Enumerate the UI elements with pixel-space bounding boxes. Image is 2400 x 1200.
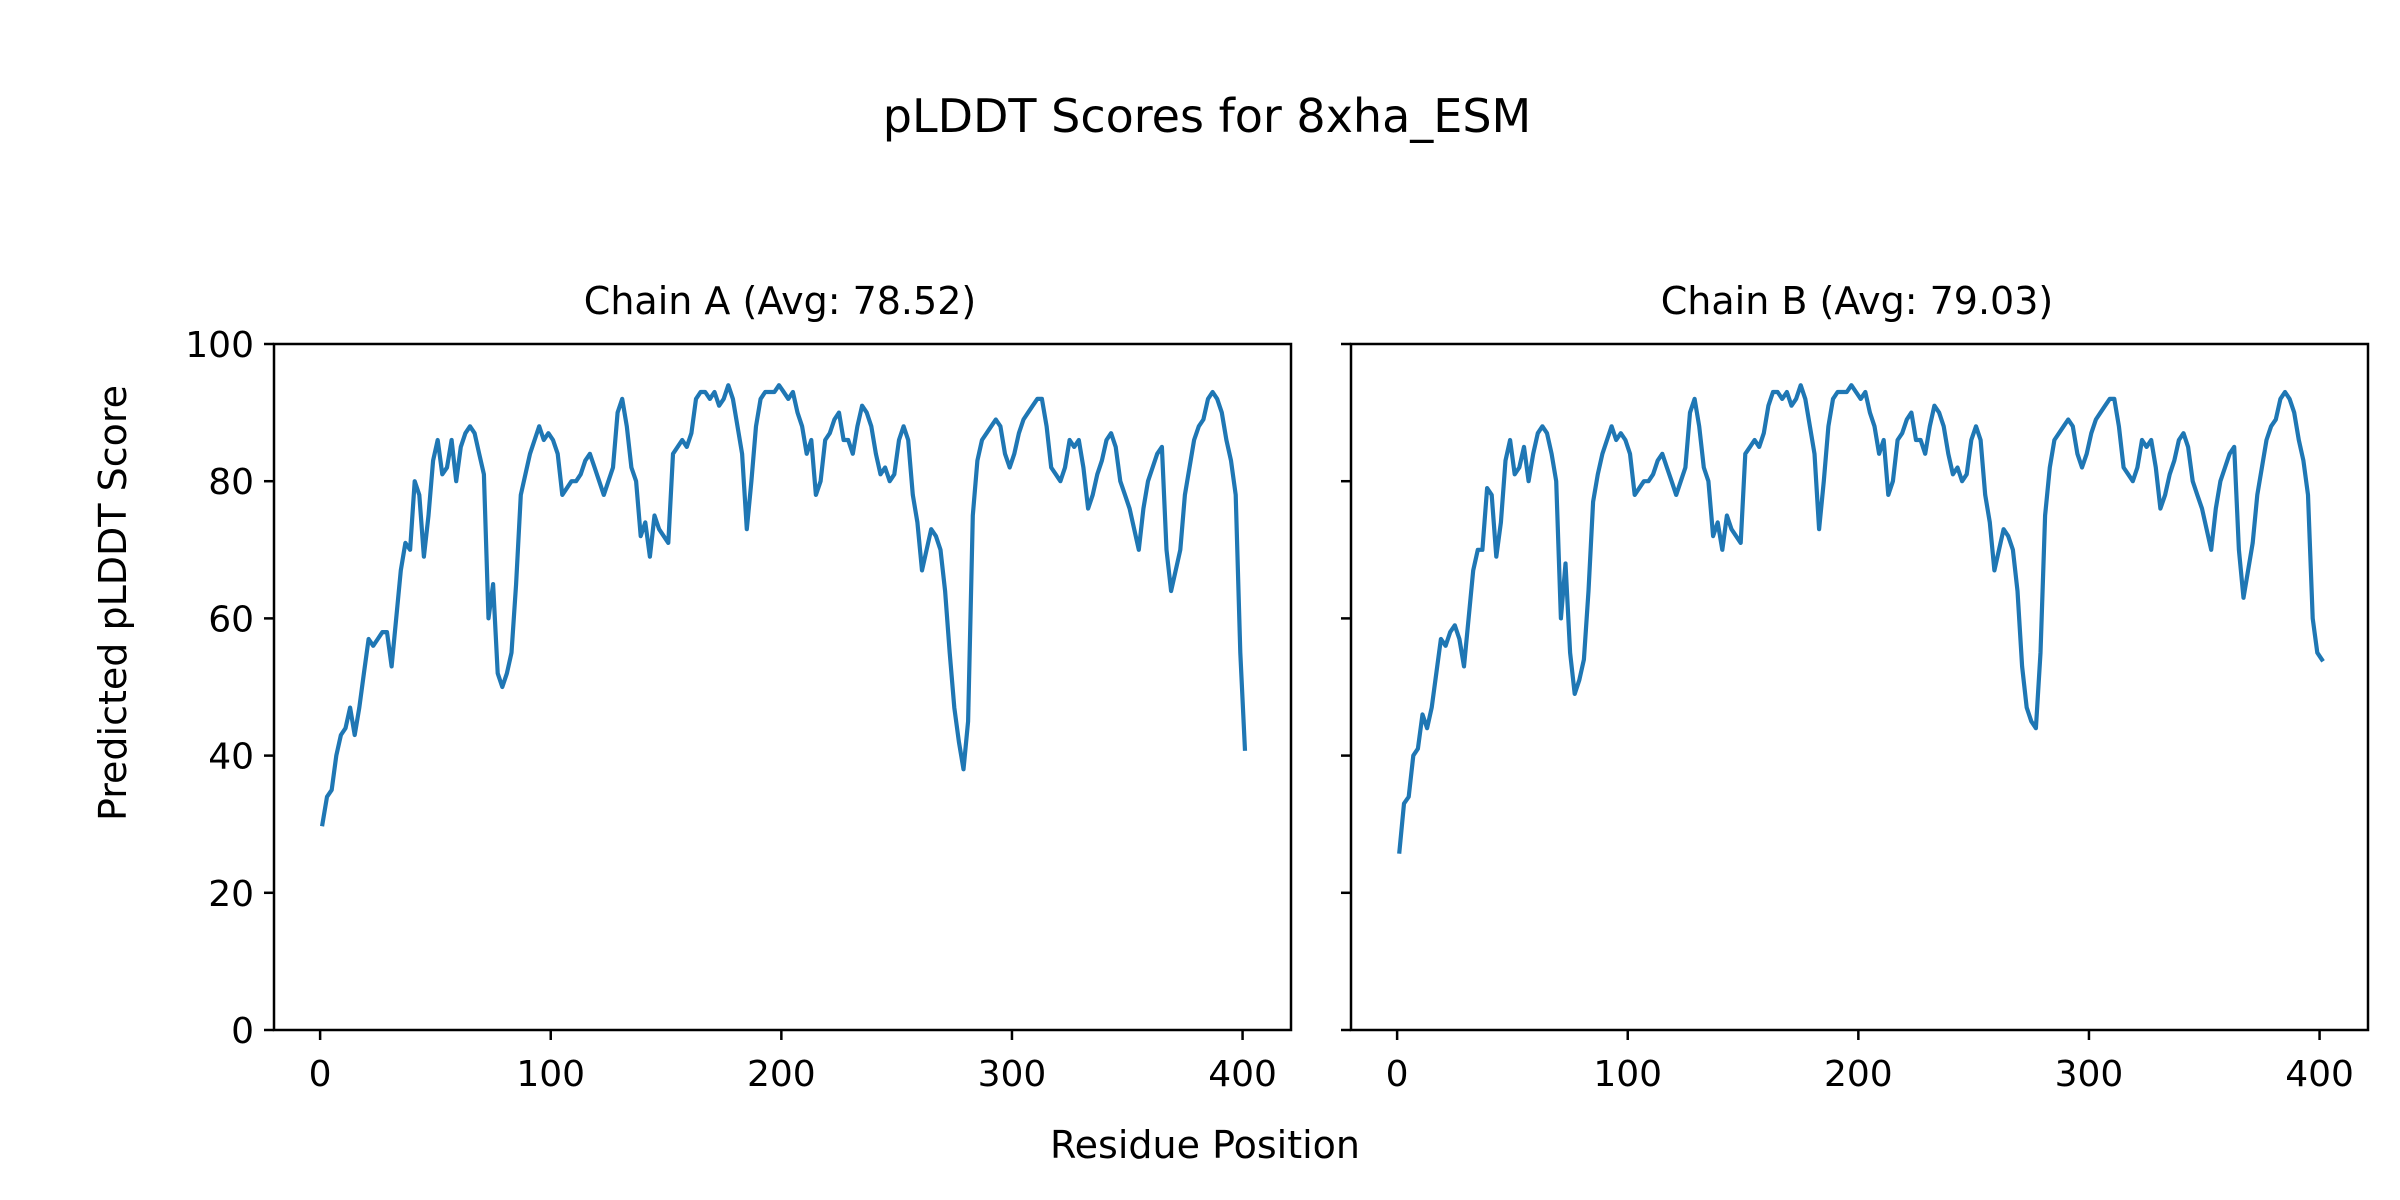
- x-tick-label-b-400: 400: [2285, 1054, 2354, 1095]
- x-tick-label-a-400: 400: [1208, 1054, 1277, 1095]
- x-tick-label-b-100: 100: [1593, 1054, 1662, 1095]
- y-tick-label-40: 40: [208, 737, 254, 778]
- plddt-line-chain-a: [319, 383, 1248, 827]
- x-tick-label-a-100: 100: [516, 1054, 585, 1095]
- x-tick-label-b-300: 300: [2055, 1054, 2124, 1095]
- tick-group-chain-a: 0 100 200 300 400 0 20 40 60 80 100: [185, 325, 1277, 1095]
- axes-frame-chain-a: [272, 342, 1293, 1032]
- panel-title-chain-a: Chain A (Avg: 78.52): [584, 279, 976, 323]
- x-tick-label-a-200: 200: [747, 1054, 816, 1095]
- panel-chain-a: Chain A (Avg: 78.52) 0 100 200 300 400 0 20 40 6…: [185, 279, 1293, 1095]
- x-tick-label-b-200: 200: [1824, 1054, 1893, 1095]
- y-tick-label-60: 60: [208, 599, 254, 640]
- y-axis-label: Predicted pLDDT Score: [91, 385, 135, 821]
- y-tick-label-20: 20: [208, 874, 254, 915]
- x-tick-label-b-0: 0: [1386, 1054, 1409, 1095]
- plddt-line-chain-b: [1397, 383, 2325, 854]
- x-axis-label: Residue Position: [1050, 1123, 1360, 1167]
- y-tick-label-100: 100: [185, 325, 254, 366]
- panel-title-chain-b: Chain B (Avg: 79.03): [1661, 279, 2053, 323]
- panel-chain-b: Chain B (Avg: 79.03) 0 100 200 300 400: [1341, 279, 2370, 1095]
- x-tick-label-a-0: 0: [309, 1054, 332, 1095]
- x-tick-label-a-300: 300: [978, 1054, 1047, 1095]
- figure-title: pLDDT Scores for 8xha_ESM: [883, 89, 1531, 143]
- tick-group-chain-b: 0 100 200 300 400: [1341, 342, 2354, 1095]
- y-tick-label-80: 80: [208, 462, 254, 503]
- y-tick-label-0: 0: [231, 1011, 254, 1052]
- axes-frame-chain-b: [1349, 342, 2370, 1032]
